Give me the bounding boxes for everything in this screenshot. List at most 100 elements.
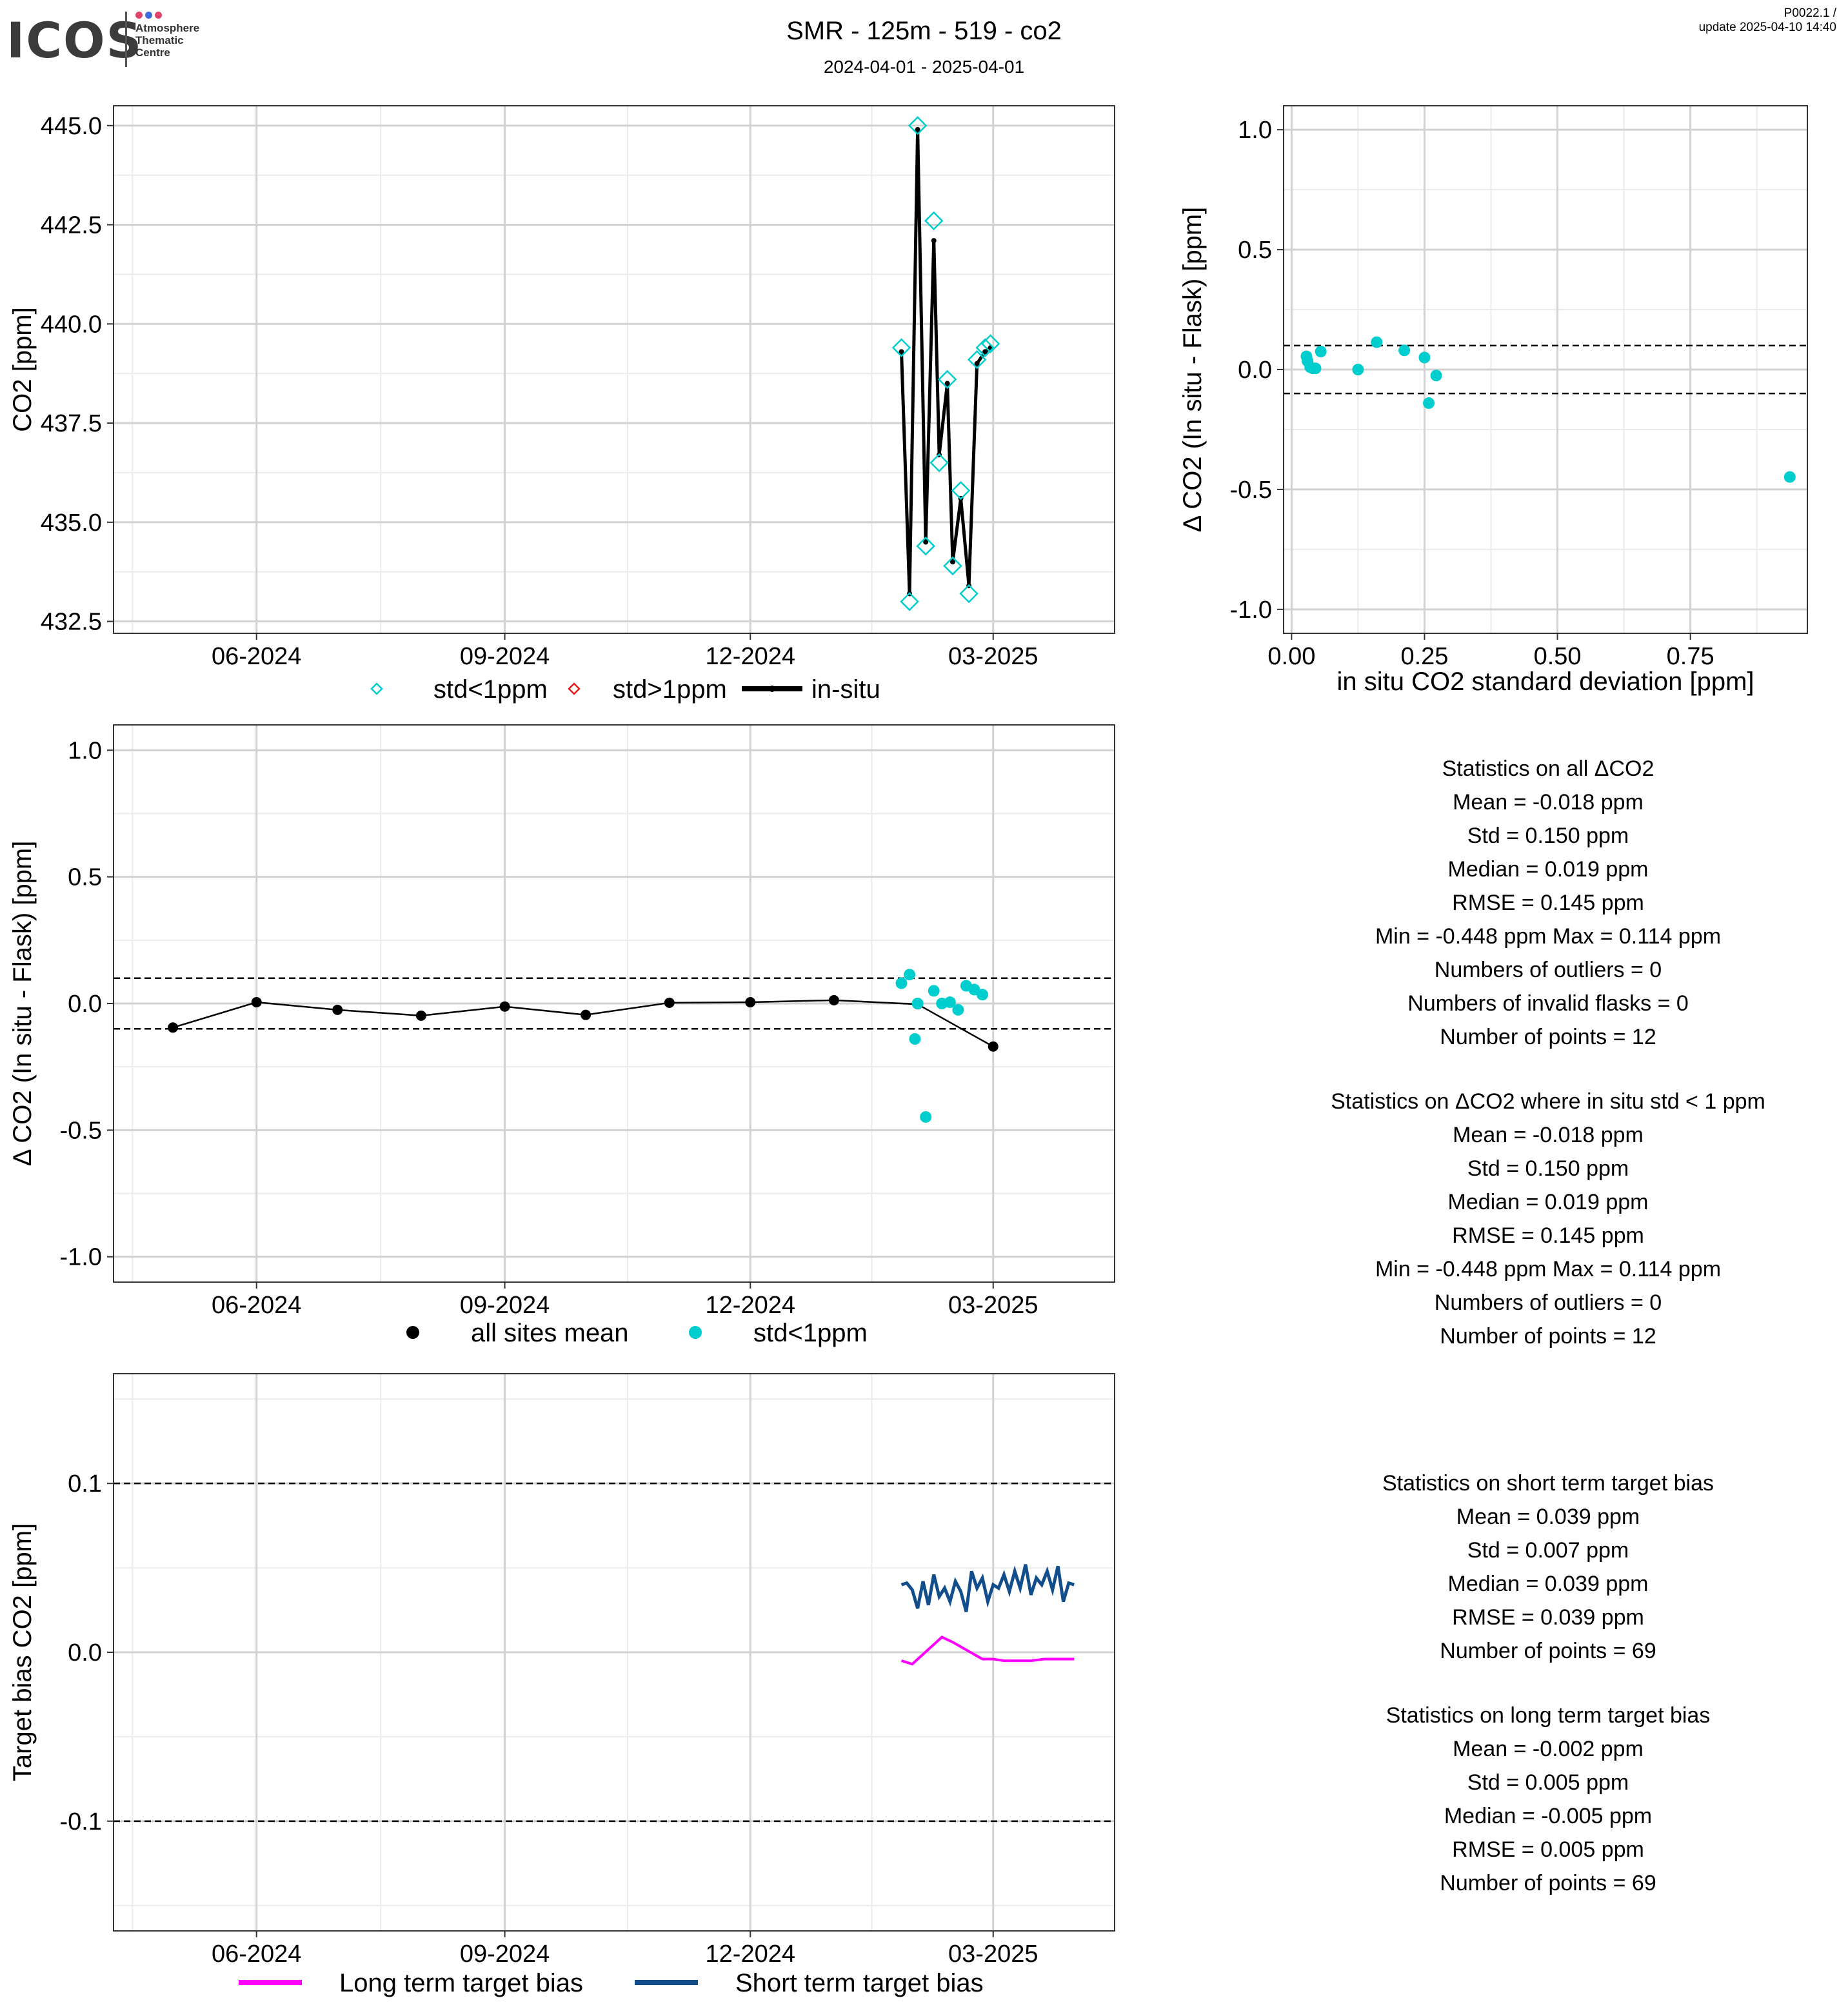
plot-frame xyxy=(1283,105,1808,634)
version-label: P0022.1 / xyxy=(1783,6,1836,20)
x-tick-label: 06-2024 xyxy=(212,1941,301,1968)
stats-line: RMSE = 0.039 ppm xyxy=(1452,1605,1644,1630)
y-tick-label: 0.5 xyxy=(1238,237,1272,264)
stats-line: Min = -0.448 ppm Max = 0.114 ppm xyxy=(1375,1257,1722,1281)
legend-label: Short term target bias xyxy=(735,1969,984,1997)
flask-diamond-marker xyxy=(959,584,979,604)
logo-dots-icon xyxy=(135,10,164,22)
x-tick-label: 03-2025 xyxy=(948,1941,1038,1968)
flask-diamond-marker xyxy=(980,334,1000,353)
logo-divider xyxy=(125,12,127,67)
x-tick-label: 06-2024 xyxy=(212,1292,301,1319)
legend-label: std>1ppm xyxy=(613,675,727,704)
y-tick-label: 0.0 xyxy=(68,991,102,1018)
chart-target_bias xyxy=(107,1373,1115,1985)
y-tick-label: 0.0 xyxy=(1238,357,1272,384)
stats-line: RMSE = 0.145 ppm xyxy=(1452,891,1644,915)
mean-point xyxy=(988,1041,999,1052)
y-axis-label: CO2 [ppm] xyxy=(8,307,37,431)
x-tick-label: 12-2024 xyxy=(706,1292,795,1319)
y-axis-label: Δ CO2 (In situ - Flask) [ppm] xyxy=(8,841,37,1167)
legend-dot-black xyxy=(406,1326,419,1339)
stats-line: Numbers of outliers = 0 xyxy=(1434,958,1662,982)
y-tick-label: -0.1 xyxy=(60,1808,102,1835)
delta-point xyxy=(1352,364,1364,375)
x-tick-label: 09-2024 xyxy=(460,643,550,670)
in-situ-point xyxy=(950,559,956,565)
stats-line: Mean = -0.018 ppm xyxy=(1453,1123,1644,1147)
flask-diamond-marker xyxy=(943,556,962,576)
y-tick-label: 0.5 xyxy=(68,864,102,891)
delta-point xyxy=(1423,397,1435,410)
mean-point xyxy=(828,994,839,1005)
stats-line: Std = 0.150 ppm xyxy=(1467,824,1629,848)
flask-diamond-marker xyxy=(916,536,935,556)
plot-frame xyxy=(113,724,1115,1283)
mean-line xyxy=(172,999,994,1047)
legend-label: in-situ xyxy=(811,675,880,704)
in-situ-point xyxy=(899,349,904,355)
chart-co2_timeseries xyxy=(107,105,1115,695)
y-tick-label: -1.0 xyxy=(1230,597,1272,624)
update-timestamp: update 2025-04-10 14:40 xyxy=(1698,21,1836,34)
x-tick-label: 12-2024 xyxy=(706,1941,795,1968)
x-axis-label: in situ CO2 standard deviation [ppm] xyxy=(1336,667,1754,696)
legend-label: all sites mean xyxy=(471,1319,629,1347)
stats-line: Std = 0.150 ppm xyxy=(1467,1156,1629,1181)
plot-frame xyxy=(113,1373,1115,1932)
stats-line: Median = 0.039 ppm xyxy=(1447,1572,1649,1596)
stats-line: Number of points = 12 xyxy=(1440,1324,1656,1349)
mean-point xyxy=(332,1004,343,1015)
stats-line: Std = 0.007 ppm xyxy=(1467,1538,1629,1563)
in-situ-point xyxy=(931,238,937,244)
y-axis-label: Target bias CO2 [ppm] xyxy=(8,1523,37,1781)
stats-line: Numbers of invalid flasks = 0 xyxy=(1407,991,1689,1016)
chart-delta_timeseries xyxy=(107,724,1115,1339)
stats-line: RMSE = 0.005 ppm xyxy=(1452,1837,1644,1862)
stats-long-term-bias: Statistics on long term target bias Mean… xyxy=(1226,1699,1848,1900)
delta-point xyxy=(911,998,924,1009)
y-tick-label: 445.0 xyxy=(41,113,102,140)
stats-line: Median = -0.005 ppm xyxy=(1444,1804,1653,1828)
flask-diamond-marker xyxy=(900,592,919,611)
delta-point xyxy=(944,996,956,1009)
x-tick-label: 06-2024 xyxy=(212,643,301,670)
delta-point xyxy=(1398,344,1411,357)
stats-heading: Statistics on ΔCO2 where in situ std < 1… xyxy=(1331,1089,1765,1114)
logo-subtitle-line: Thematic xyxy=(135,34,184,46)
logo-wordmark: ICOS xyxy=(6,12,143,69)
flask-diamond-marker xyxy=(929,453,949,473)
plot-frame xyxy=(113,105,1115,634)
x-tick-label: 0.25 xyxy=(1400,643,1448,670)
stats-std-delta: Statistics on ΔCO2 where in situ std < 1… xyxy=(1226,1085,1848,1353)
mean-point xyxy=(251,997,262,1008)
y-tick-label: 435.0 xyxy=(41,509,102,537)
stats-all-delta: Statistics on all ΔCO2 Mean = -0.018 ppm… xyxy=(1226,752,1848,1054)
in-situ-point xyxy=(915,126,920,132)
y-tick-label: 0.1 xyxy=(68,1470,102,1498)
stats-line: Mean = 0.039 ppm xyxy=(1456,1505,1640,1529)
in-situ-point xyxy=(974,361,980,366)
y-tick-label: 0.0 xyxy=(68,1639,102,1666)
x-tick-label: 12-2024 xyxy=(706,643,795,670)
mean-point xyxy=(581,1009,591,1020)
y-tick-label: 1.0 xyxy=(1238,117,1272,144)
short-term-bias-line xyxy=(900,1564,1075,1612)
x-tick-label: 0.75 xyxy=(1667,643,1714,670)
stats-line: Min = -0.448 ppm Max = 0.114 ppm xyxy=(1375,924,1722,949)
x-tick-label: 03-2025 xyxy=(948,1292,1038,1319)
delta-point xyxy=(920,1111,932,1123)
delta-point xyxy=(1418,351,1431,364)
flask-diamond-marker xyxy=(975,338,995,357)
delta-point xyxy=(1315,346,1327,358)
x-tick-label: 03-2025 xyxy=(948,643,1038,670)
x-tick-label: 0.00 xyxy=(1267,643,1315,670)
y-tick-label: -0.5 xyxy=(60,1117,102,1144)
legend-label: std<1ppm xyxy=(753,1319,868,1347)
legend-diamond-cyan xyxy=(370,682,383,695)
y-tick-label: 440.0 xyxy=(41,311,102,338)
y-axis-label: Δ CO2 (In situ - Flask) [ppm] xyxy=(1178,207,1207,533)
stats-line: Numbers of outliers = 0 xyxy=(1434,1290,1662,1315)
y-tick-label: 437.5 xyxy=(41,410,102,437)
